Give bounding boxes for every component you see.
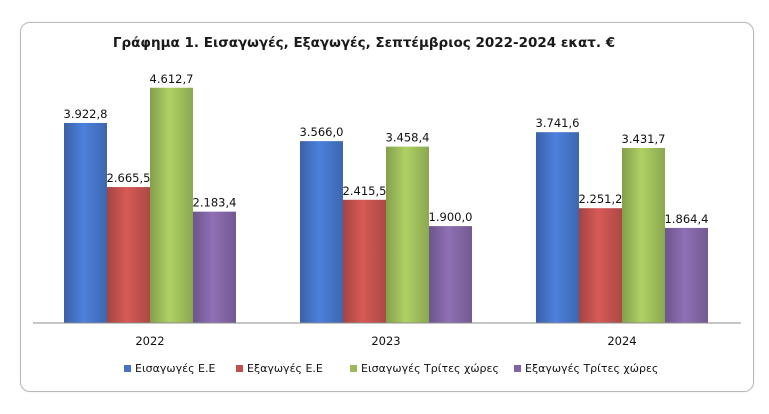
- legend-swatch-3: [350, 365, 357, 372]
- data-label-2023-series-2: 2.415,5: [343, 184, 387, 198]
- bar-2022-series-1: [64, 122, 107, 324]
- data-label-2024-series-2: 2.251,2: [579, 192, 623, 206]
- x-tick-label-2023: 2023: [371, 334, 400, 348]
- data-label-2023-series-3: 3.458,4: [386, 131, 430, 145]
- bar-2023-series-1: [300, 141, 343, 323]
- data-label-2023-series-4: 1.900,0: [429, 210, 473, 224]
- bar-2023-series-2: [343, 199, 386, 323]
- legend-label-3: Εισαγωγές Τρίτες χώρες: [361, 362, 499, 375]
- bar-2022-series-4: [193, 211, 236, 323]
- bar-2022-series-3: [150, 87, 193, 324]
- bar-2024-series-3: [622, 147, 665, 323]
- data-label-2024-series-4: 1.864,4: [665, 212, 709, 226]
- legend-swatch-4: [514, 365, 521, 372]
- x-tick-label-2024: 2024: [607, 334, 636, 348]
- legend-swatch-1: [124, 365, 131, 372]
- data-label-2022-series-2: 2.665,5: [107, 171, 151, 185]
- bar-2024-series-4: [665, 227, 708, 323]
- bar-2024-series-2: [579, 208, 622, 323]
- legend-label-4: Εξαγωγές Τρίτες χώρες: [525, 362, 658, 375]
- legend-label-2: Εξαγωγές Ε.Ε: [247, 362, 323, 375]
- bar-2024-series-1: [536, 132, 579, 323]
- data-label-2024-series-3: 3.431,7: [622, 132, 666, 146]
- bar-2023-series-3: [386, 146, 429, 323]
- data-label-2022-series-4: 2.183,4: [193, 196, 237, 210]
- bar-2023-series-4: [429, 226, 472, 323]
- chart-title: Γράφημα 1. Εισαγωγές, Εξαγωγές, Σεπτέμβρ…: [113, 35, 615, 51]
- legend-swatch-2: [236, 365, 243, 372]
- bar-2022-series-2: [107, 187, 150, 323]
- data-label-2022-series-3: 4.612,7: [150, 72, 194, 86]
- data-label-2022-series-1: 3.922,8: [64, 107, 108, 121]
- legend-label-1: Εισαγωγές Ε.Ε: [135, 362, 215, 375]
- data-label-2023-series-1: 3.566,0: [300, 125, 344, 139]
- x-tick-label-2022: 2022: [135, 334, 164, 348]
- data-label-2024-series-1: 3.741,6: [536, 116, 580, 130]
